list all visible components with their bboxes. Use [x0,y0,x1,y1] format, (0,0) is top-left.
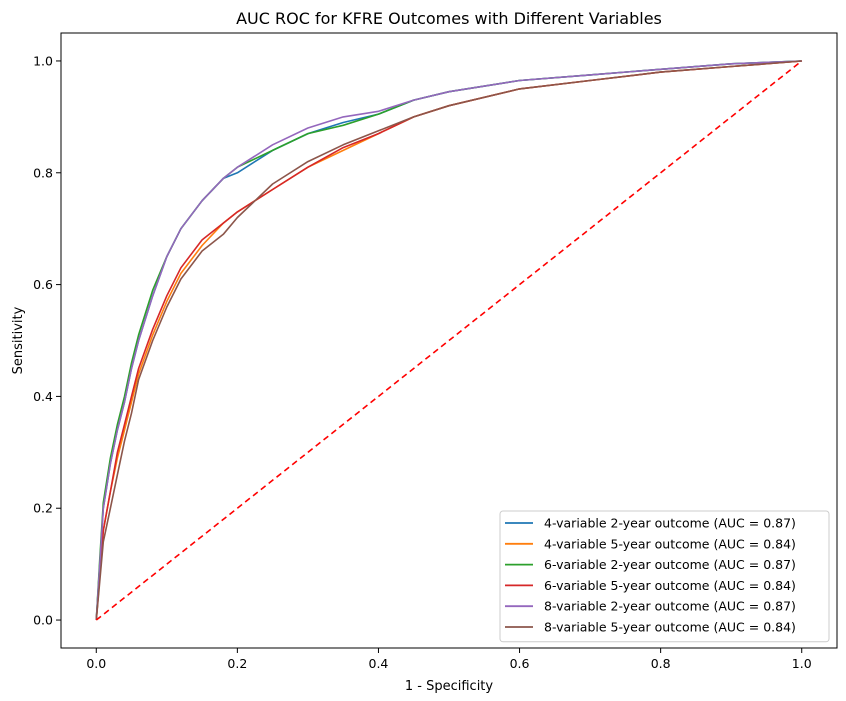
roc-curve-8-variable-5-year [95,60,802,621]
ticks-layer: 0.0 0.2 0.4 0.6 0.8 1.0 0.0 0.2 0.4 0.6 0.8 1.0 [33,53,812,671]
legend-label: 6-variable 2-year outcome (AUC = 0.87) [544,557,796,572]
legend-label: 4-variable 2-year outcome (AUC = 0.87) [544,516,796,531]
legend-label: 4-variable 5-year outcome (AUC = 0.84) [544,536,796,551]
chart-title: AUC ROC for KFRE Outcomes with Different… [236,9,662,28]
x-axis-label: 1 - Specificity [405,679,494,694]
y-tick-label: 0.4 [33,389,53,404]
x-tick-label: 0.0 [86,656,106,671]
roc-curve-8-variable-2-year [95,60,802,621]
chance-reference-line [95,60,803,621]
y-tick-label: 0.2 [33,501,53,516]
x-tick-label: 0.6 [510,656,530,671]
x-tick-label: 1.0 [792,656,812,671]
legend-label: 8-variable 5-year outcome (AUC = 0.84) [544,620,796,635]
legend-label: 6-variable 5-year outcome (AUC = 0.84) [544,578,796,593]
plot-frame [60,32,838,649]
legend-box [499,510,830,643]
x-tick-label: 0.4 [369,656,389,671]
series-layer [95,60,803,621]
y-tick-label: 1.0 [33,53,53,68]
legend: 4-variable 2-year outcome (AUC = 0.87) 4-… [499,510,830,643]
y-tick-label: 0.8 [33,165,53,180]
x-tick-label: 0.8 [651,656,671,671]
y-tick-label: 0.6 [33,277,53,292]
y-tick-label: 0.0 [33,613,53,628]
y-axis-label: Sensitivity [11,306,26,374]
legend-label: 8-variable 2-year outcome (AUC = 0.87) [544,599,796,614]
x-tick-label: 0.2 [227,656,247,671]
